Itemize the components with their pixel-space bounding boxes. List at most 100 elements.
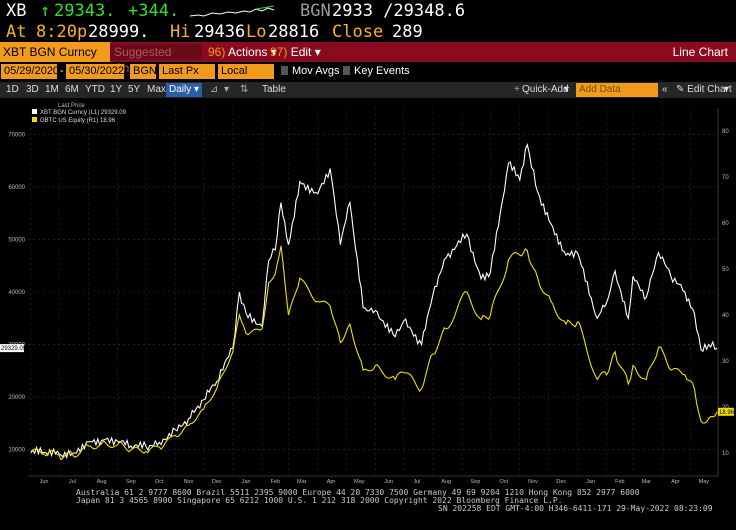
collapse-icon[interactable]: « — [662, 84, 668, 95]
key-events-toggle[interactable]: Key Events — [343, 64, 410, 79]
last-price: 29343. — [54, 1, 116, 21]
y-left-tick-label: 20000 — [8, 395, 25, 401]
actions-number-icon: 96) — [208, 45, 226, 59]
chevron-down-icon[interactable]: ▾ — [724, 84, 730, 95]
series-line-gbtc — [30, 245, 718, 461]
x-tick-label: Apr — [671, 479, 680, 485]
x-tick-label: Jul — [69, 479, 76, 485]
x-tick-label: Dec — [556, 479, 566, 485]
chevron-down-icon[interactable]: ▾ — [564, 84, 570, 95]
field-select[interactable]: Last Px — [159, 64, 215, 79]
line-chart[interactable]: Jun Jul Aug Sep Oct Nov Dec Jan Feb Mar Apr May Jun J… — [0, 98, 736, 486]
date-separator: - — [60, 65, 64, 77]
actions-menu[interactable]: 96) Actions ▾ — [208, 44, 277, 60]
frequency-select[interactable]: Daily ▾ — [166, 83, 202, 97]
legend-entry-gbtc: GBTC US Equity (R1) 18.96 — [40, 118, 116, 124]
series-line-btc — [30, 143, 718, 460]
chevron-down-icon: ▾ — [314, 45, 321, 59]
x-tick-label: Jun — [384, 479, 393, 485]
currency-select[interactable]: Local CCY — [218, 64, 274, 92]
x-tick-label: Jan — [242, 479, 251, 485]
end-date-field[interactable]: 05/30/2022 — [66, 64, 124, 79]
chart-type-icon[interactable]: ⊿ — [210, 84, 219, 95]
y-right-tick-label: 80 — [722, 129, 729, 135]
series-group — [30, 143, 718, 461]
period-1m[interactable]: 1M — [45, 84, 59, 95]
footer-line-2: Japan 81 3 4565 8900 Singapore 65 6212 1… — [0, 496, 736, 505]
y-left-tick-label: 10000 — [8, 448, 25, 454]
quick-add-button[interactable]: Quick-Add — [522, 84, 569, 95]
x-tick-label: May — [354, 479, 365, 485]
at-label: At — [6, 22, 27, 42]
chart-name: Line Chart — [672, 45, 728, 59]
title-bar: XBT BGN Curncy Suggested Charts 96) Acti… — [0, 42, 736, 75]
compare-icon[interactable]: ⇅ — [240, 84, 249, 95]
edit-chart-label: Edit Chart — [687, 84, 732, 95]
sparkline-icon — [190, 5, 275, 17]
footer-line-3: SN 202258 EDT GMT-4:00 H346-6411-171 29-… — [0, 504, 736, 513]
x-tick-label: Feb — [271, 479, 280, 485]
start-date-field[interactable]: 05/29/2020 — [1, 64, 59, 79]
quote-time: 8:20p — [36, 22, 88, 42]
chevron-down-icon: ▾ — [270, 45, 277, 59]
open-price: 28999. — [88, 22, 150, 42]
last-value-tag-right: 18.96 — [718, 407, 735, 416]
edit-chart-button[interactable]: ✎ Edit Chart — [676, 82, 732, 98]
period-1d[interactable]: 1D — [6, 84, 19, 95]
lo-price: 28816 — [268, 22, 320, 42]
footer-contacts: Australia 61 2 9777 8600 Brazil 5511 239… — [76, 488, 640, 497]
chevron-down-icon[interactable]: ▾ — [224, 84, 230, 95]
up-arrow-icon: ↑ — [40, 1, 51, 21]
legend-entry-btc: XBT BGN Curncy (L1) 29329.09 — [40, 110, 127, 116]
chart-legend: Last Price XBT BGN Curncy (L1) 29329.09 … — [32, 103, 127, 124]
x-tick-label: Jun — [40, 479, 49, 485]
suggested-charts-button[interactable]: Suggested Charts — [110, 44, 202, 75]
y-left-tick-label: 50000 — [8, 237, 25, 243]
x-tick-label: May — [699, 479, 710, 485]
add-data-input[interactable]: Add Data — [576, 83, 658, 97]
checkbox-icon — [281, 66, 288, 75]
params-row: 05/29/2020 - 05/30/2022 BGN Last Px Loca… — [0, 63, 736, 92]
security-field[interactable]: XBT BGN Curncy — [0, 42, 110, 62]
mov-avgs-label: Mov Avgs — [292, 65, 340, 77]
table-button[interactable]: Table — [262, 84, 286, 95]
x-tick-label: Sep — [471, 479, 481, 485]
chart-toolbar: 1D 3D 1M 6M YTD 1Y 5Y Max Daily ▾ ⊿ ▾ ⇅ … — [0, 82, 736, 98]
x-tick-label: Aug — [97, 479, 107, 485]
edit-menu[interactable]: 97) Edit ▾ — [270, 44, 321, 60]
x-tick-label: Sep — [126, 479, 136, 485]
pencil-icon: ✎ — [676, 84, 685, 95]
quote-line-1: XB ↑ 29343. +344. BGN 2933 /29348.6 — [0, 0, 736, 22]
mov-avgs-toggle[interactable]: Mov Avgs — [281, 64, 340, 79]
y-left-tick-label: 60000 — [8, 185, 25, 191]
y-right-tick-label: 60 — [722, 221, 729, 227]
period-ytd[interactable]: YTD — [85, 84, 105, 95]
lo-label: Lo — [246, 22, 267, 42]
legend-swatch-gbtc — [32, 117, 37, 122]
actions-label: Actions — [228, 45, 268, 59]
period-3d[interactable]: 3D — [26, 84, 39, 95]
gridlines — [28, 108, 718, 476]
period-1y[interactable]: 1Y — [110, 84, 123, 95]
period-max[interactable]: Max — [147, 84, 166, 95]
x-tick-label: Mar — [642, 479, 652, 485]
edit-label: Edit — [290, 45, 312, 59]
close-price: 289 — [392, 22, 423, 42]
x-tick-label: Apr — [327, 479, 336, 485]
y-left-tick-label: 40000 — [8, 290, 25, 296]
plus-icon: + — [514, 84, 520, 95]
x-tick-label: Dec — [212, 479, 222, 485]
last-value-left: 29329.09 — [1, 346, 27, 352]
x-tick-label: Nov — [184, 479, 194, 485]
last-value-right: 18.96 — [719, 410, 735, 416]
hi-price: 29436 — [194, 22, 246, 42]
x-axis: Jun Jul Aug Sep Oct Nov Dec Jan Feb Mar Apr May Jun J… — [28, 475, 718, 485]
y-right-tick-label: 70 — [722, 175, 729, 181]
period-6m[interactable]: 6M — [65, 84, 79, 95]
bid-ask: 2933 /29348.6 — [332, 1, 466, 21]
period-5y[interactable]: 5Y — [128, 84, 141, 95]
source-field[interactable]: BGN — [130, 64, 157, 79]
x-tick-label: Jul — [413, 479, 420, 485]
edit-number-icon: 97) — [270, 45, 288, 59]
x-tick-label: Nov — [528, 479, 538, 485]
